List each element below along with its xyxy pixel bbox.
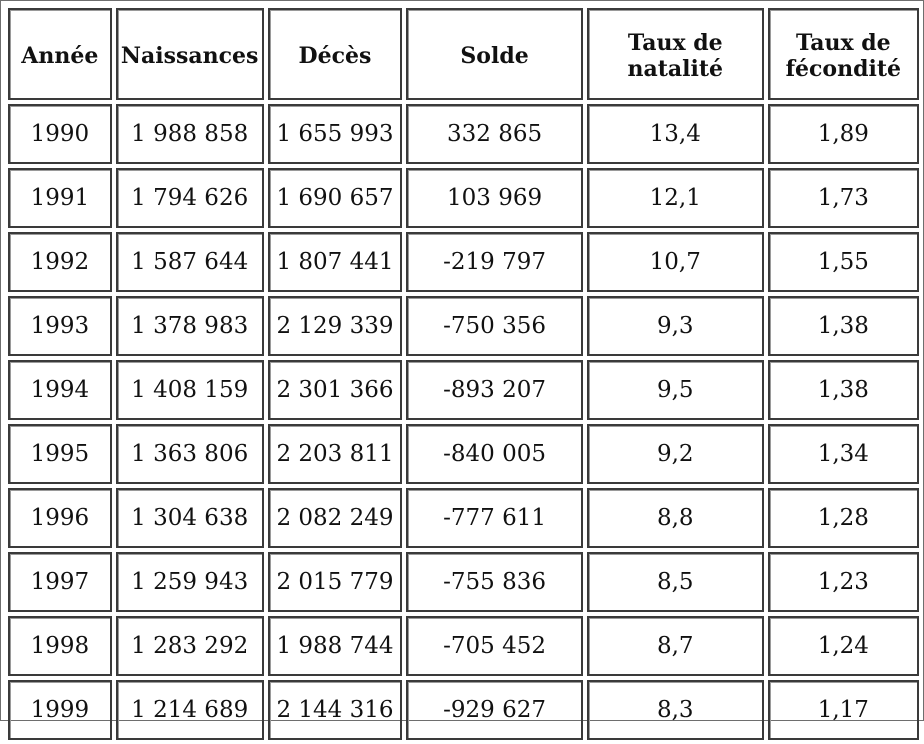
cell-taux-fecondite: 1,24 bbox=[767, 616, 919, 676]
cell-naissances: 1 378 983 bbox=[115, 296, 264, 356]
cell-deces: 1 988 744 bbox=[267, 616, 403, 676]
cell-taux-natalite: 8,3 bbox=[586, 680, 764, 740]
cell-annee: 1993 bbox=[8, 296, 112, 356]
table-row: 1997 1 259 943 2 015 779 -755 836 8,5 1,23 bbox=[8, 552, 919, 612]
table-row: 1999 1 214 689 2 144 316 -929 627 8,3 1,17 bbox=[8, 680, 919, 740]
cell-annee: 1997 bbox=[8, 552, 112, 612]
cell-solde: -750 356 bbox=[406, 296, 583, 356]
cell-solde: 332 865 bbox=[406, 104, 583, 164]
cell-deces: 2 203 811 bbox=[267, 424, 403, 484]
cell-annee: 1990 bbox=[8, 104, 112, 164]
cell-solde: -755 836 bbox=[406, 552, 583, 612]
cell-taux-fecondite: 1,17 bbox=[767, 680, 919, 740]
header-solde: Solde bbox=[406, 8, 583, 100]
table-body: 1990 1 988 858 1 655 993 332 865 13,4 1,89 199… bbox=[8, 104, 919, 740]
header-taux-fecondite: Taux de fécondité bbox=[767, 8, 919, 100]
header-naissances: Naissances bbox=[115, 8, 264, 100]
cell-deces: 2 015 779 bbox=[267, 552, 403, 612]
cell-solde: 103 969 bbox=[406, 168, 583, 228]
cell-naissances: 1 988 858 bbox=[115, 104, 264, 164]
cell-annee: 1996 bbox=[8, 488, 112, 548]
cell-naissances: 1 794 626 bbox=[115, 168, 264, 228]
cell-taux-fecondite: 1,55 bbox=[767, 232, 919, 292]
cell-taux-fecondite: 1,28 bbox=[767, 488, 919, 548]
header-row: Année Naissances Décès Solde Taux de nata… bbox=[8, 8, 919, 100]
cell-taux-fecondite: 1,23 bbox=[767, 552, 919, 612]
cell-taux-natalite: 8,5 bbox=[586, 552, 764, 612]
table-row: 1994 1 408 159 2 301 366 -893 207 9,5 1,38 bbox=[8, 360, 919, 420]
table-row: 1998 1 283 292 1 988 744 -705 452 8,7 1,24 bbox=[8, 616, 919, 676]
cell-solde: -893 207 bbox=[406, 360, 583, 420]
cell-naissances: 1 408 159 bbox=[115, 360, 264, 420]
cell-solde: -929 627 bbox=[406, 680, 583, 740]
table-row: 1996 1 304 638 2 082 249 -777 611 8,8 1,28 bbox=[8, 488, 919, 548]
cell-annee: 1991 bbox=[8, 168, 112, 228]
cell-annee: 1998 bbox=[8, 616, 112, 676]
cell-annee: 1995 bbox=[8, 424, 112, 484]
cell-taux-fecondite: 1,34 bbox=[767, 424, 919, 484]
demographics-table: Année Naissances Décès Solde Taux de nata… bbox=[4, 4, 923, 744]
cell-naissances: 1 283 292 bbox=[115, 616, 264, 676]
table-row: 1992 1 587 644 1 807 441 -219 797 10,7 1,55 bbox=[8, 232, 919, 292]
cell-taux-natalite: 13,4 bbox=[586, 104, 764, 164]
table-row: 1991 1 794 626 1 690 657 103 969 12,1 1,73 bbox=[8, 168, 919, 228]
cell-solde: -705 452 bbox=[406, 616, 583, 676]
cell-deces: 1 655 993 bbox=[267, 104, 403, 164]
cell-naissances: 1 363 806 bbox=[115, 424, 264, 484]
cell-taux-fecondite: 1,89 bbox=[767, 104, 919, 164]
cell-naissances: 1 587 644 bbox=[115, 232, 264, 292]
table-row: 1993 1 378 983 2 129 339 -750 356 9,3 1,38 bbox=[8, 296, 919, 356]
cell-taux-natalite: 12,1 bbox=[586, 168, 764, 228]
cell-naissances: 1 214 689 bbox=[115, 680, 264, 740]
cell-solde: -219 797 bbox=[406, 232, 583, 292]
cell-annee: 1992 bbox=[8, 232, 112, 292]
cell-deces: 2 144 316 bbox=[267, 680, 403, 740]
header-annee: Année bbox=[8, 8, 112, 100]
table-row: 1990 1 988 858 1 655 993 332 865 13,4 1,89 bbox=[8, 104, 919, 164]
header-taux-natalite: Taux de natalité bbox=[586, 8, 764, 100]
cell-deces: 2 082 249 bbox=[267, 488, 403, 548]
header-deces: Décès bbox=[267, 8, 403, 100]
cell-naissances: 1 304 638 bbox=[115, 488, 264, 548]
cell-deces: 1 807 441 bbox=[267, 232, 403, 292]
cell-taux-natalite: 8,7 bbox=[586, 616, 764, 676]
cell-taux-natalite: 9,2 bbox=[586, 424, 764, 484]
cell-taux-fecondite: 1,73 bbox=[767, 168, 919, 228]
cell-annee: 1994 bbox=[8, 360, 112, 420]
cell-solde: -840 005 bbox=[406, 424, 583, 484]
cell-solde: -777 611 bbox=[406, 488, 583, 548]
table-row: 1995 1 363 806 2 203 811 -840 005 9,2 1,34 bbox=[8, 424, 919, 484]
cell-taux-natalite: 8,8 bbox=[586, 488, 764, 548]
cell-deces: 2 301 366 bbox=[267, 360, 403, 420]
cell-annee: 1999 bbox=[8, 680, 112, 740]
cell-deces: 2 129 339 bbox=[267, 296, 403, 356]
cell-taux-fecondite: 1,38 bbox=[767, 296, 919, 356]
cell-naissances: 1 259 943 bbox=[115, 552, 264, 612]
cell-deces: 1 690 657 bbox=[267, 168, 403, 228]
cell-taux-natalite: 10,7 bbox=[586, 232, 764, 292]
cell-taux-natalite: 9,5 bbox=[586, 360, 764, 420]
cell-taux-fecondite: 1,38 bbox=[767, 360, 919, 420]
cell-taux-natalite: 9,3 bbox=[586, 296, 764, 356]
